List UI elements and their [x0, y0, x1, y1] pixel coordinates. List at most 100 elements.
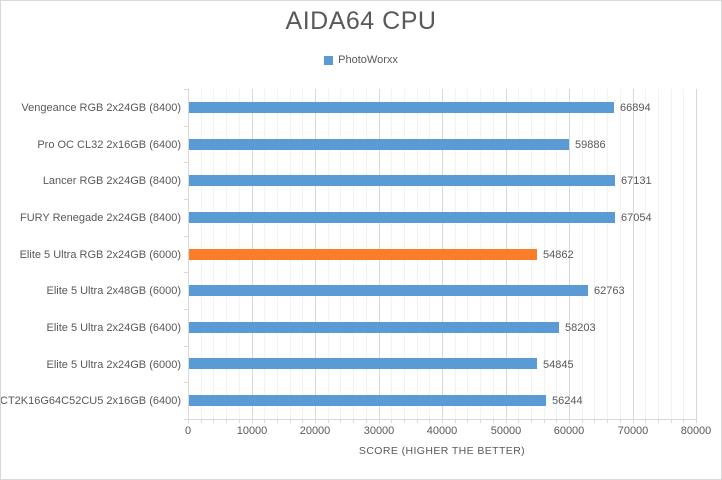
x-axis-tick-mark: [556, 419, 557, 423]
legend-swatch-icon: [324, 55, 334, 65]
x-axis-tick-mark: [391, 419, 392, 423]
x-axis-tick-mark: [239, 419, 240, 423]
category-label: Lancer RGB 2x24GB (8400): [42, 174, 181, 187]
x-axis-tick-mark: [379, 419, 380, 423]
gridline-minor: [671, 89, 672, 419]
category-label: Elite 5 Ultra 2x24GB (6400): [46, 321, 181, 334]
x-axis-tick-mark: [353, 419, 354, 423]
x-axis-tick-mark: [429, 419, 430, 423]
gridline-minor: [544, 89, 545, 419]
plot-area: 66894 59886 67131 67054 54862 62763 58203 54845…: [184, 89, 697, 423]
category-label: CT2K16G64C52CU5 2x16GB (6400): [0, 394, 181, 407]
category-axis-tick-mark: [184, 162, 188, 163]
category-axis-tick-mark: [184, 199, 188, 200]
category-axis-tick-mark: [184, 89, 188, 90]
x-axis-tick-mark: [366, 419, 367, 423]
category-axis-labels: Vengeance RGB 2x24GB (8400) Pro OC CL32 2…: [1, 89, 181, 419]
chart-title: AIDA64 CPU: [285, 7, 437, 35]
x-axis-tick-mark: [683, 419, 684, 423]
x-axis-tick-mark: [302, 419, 303, 423]
x-axis-tick-mark: [226, 419, 227, 423]
category-label: Vengeance RGB 2x24GB (8400): [21, 101, 181, 114]
x-axis-tick-label: 70000: [617, 425, 649, 437]
category-axis-tick-mark: [184, 419, 188, 420]
category-label: FURY Renegade 2x24GB (8400): [19, 211, 181, 224]
x-axis-tick-mark: [328, 419, 329, 423]
bar-value-label: 54845: [543, 358, 574, 371]
gridline-minor: [683, 89, 684, 419]
x-axis-tick-mark: [671, 419, 672, 423]
bar-value-label: 66894: [620, 101, 651, 114]
x-axis-tick-label: 0: [184, 425, 192, 437]
gridline-minor: [594, 89, 595, 419]
x-axis-tick-mark: [201, 419, 202, 423]
x-axis-tick-mark: [340, 419, 341, 423]
legend-label: PhotoWorxx: [338, 54, 398, 66]
bar: [189, 139, 569, 150]
gridline-major: [633, 89, 634, 419]
legend: PhotoWorxx: [1, 54, 721, 66]
x-axis-tick-mark: [658, 419, 659, 423]
x-axis-tick-mark: [442, 419, 443, 423]
x-axis-tick-mark: [594, 419, 595, 423]
x-axis-tick-mark: [493, 419, 494, 423]
x-axis-tick-mark: [188, 419, 189, 423]
x-axis-tick-mark: [518, 419, 519, 423]
gridline-minor: [607, 89, 608, 419]
category-label: Elite 5 Ultra 2x48GB (6000): [46, 284, 181, 297]
bar: [189, 322, 559, 333]
gridline-major: [696, 89, 697, 419]
bar-value-label: 62763: [594, 284, 625, 297]
x-axis-tick-mark: [404, 419, 405, 423]
x-axis-tick-mark: [569, 419, 570, 423]
category-label: Elite 5 Ultra RGB 2x24GB (6000): [19, 248, 181, 261]
x-axis-tick-mark: [277, 419, 278, 423]
x-axis-tick-label: 50000: [490, 425, 522, 437]
category-axis-tick-mark: [184, 272, 188, 273]
gridline-major: [569, 89, 570, 419]
bar: [189, 102, 614, 113]
x-axis-tick-mark: [252, 419, 253, 423]
x-axis-tick-mark: [506, 419, 507, 423]
category-axis-tick-mark: [184, 126, 188, 127]
category-axis-tick-mark: [184, 382, 188, 383]
legend-item[interactable]: PhotoWorxx: [324, 54, 398, 66]
category-axis-line: [188, 89, 189, 419]
x-axis-tick-mark: [544, 419, 545, 423]
x-axis-tick-mark: [480, 419, 481, 423]
gridline-minor: [556, 89, 557, 419]
category-axis-tick-mark: [184, 236, 188, 237]
x-axis-tick-mark: [455, 419, 456, 423]
bar-value-label: 54862: [543, 248, 574, 261]
x-axis-title: SCORE (HIGHER THE BETTER): [358, 445, 526, 457]
bar: [189, 358, 537, 369]
bar-value-label: 67054: [621, 211, 652, 224]
bar-value-label: 56244: [552, 394, 583, 407]
bar-highlighted: [189, 249, 537, 260]
gridline-minor: [658, 89, 659, 419]
bar: [189, 395, 546, 406]
gridline-minor: [620, 89, 621, 419]
x-axis-tick-mark: [417, 419, 418, 423]
bar-value-label: 58203: [565, 321, 596, 334]
x-axis-tick-mark: [290, 419, 291, 423]
x-axis-tick-mark: [633, 419, 634, 423]
category-axis-tick-mark: [184, 346, 188, 347]
bar: [189, 285, 588, 296]
x-axis-tick-label: 60000: [553, 425, 585, 437]
bar: [189, 175, 615, 186]
x-axis-tick-mark: [531, 419, 532, 423]
x-axis-tick-label: 10000: [236, 425, 268, 437]
x-axis-tick-mark: [645, 419, 646, 423]
category-label: Elite 5 Ultra 2x24GB (6000): [46, 358, 181, 371]
x-axis-tick-label: 20000: [299, 425, 331, 437]
x-axis-tick-mark: [467, 419, 468, 423]
x-axis-tick-mark: [315, 419, 316, 423]
x-axis-tick-mark: [264, 419, 265, 423]
x-axis-tick-mark: [213, 419, 214, 423]
category-axis-tick-mark: [184, 309, 188, 310]
category-label: Pro OC CL32 2x16GB (6400): [37, 138, 181, 151]
x-axis-tick-label: 80000: [680, 425, 712, 437]
